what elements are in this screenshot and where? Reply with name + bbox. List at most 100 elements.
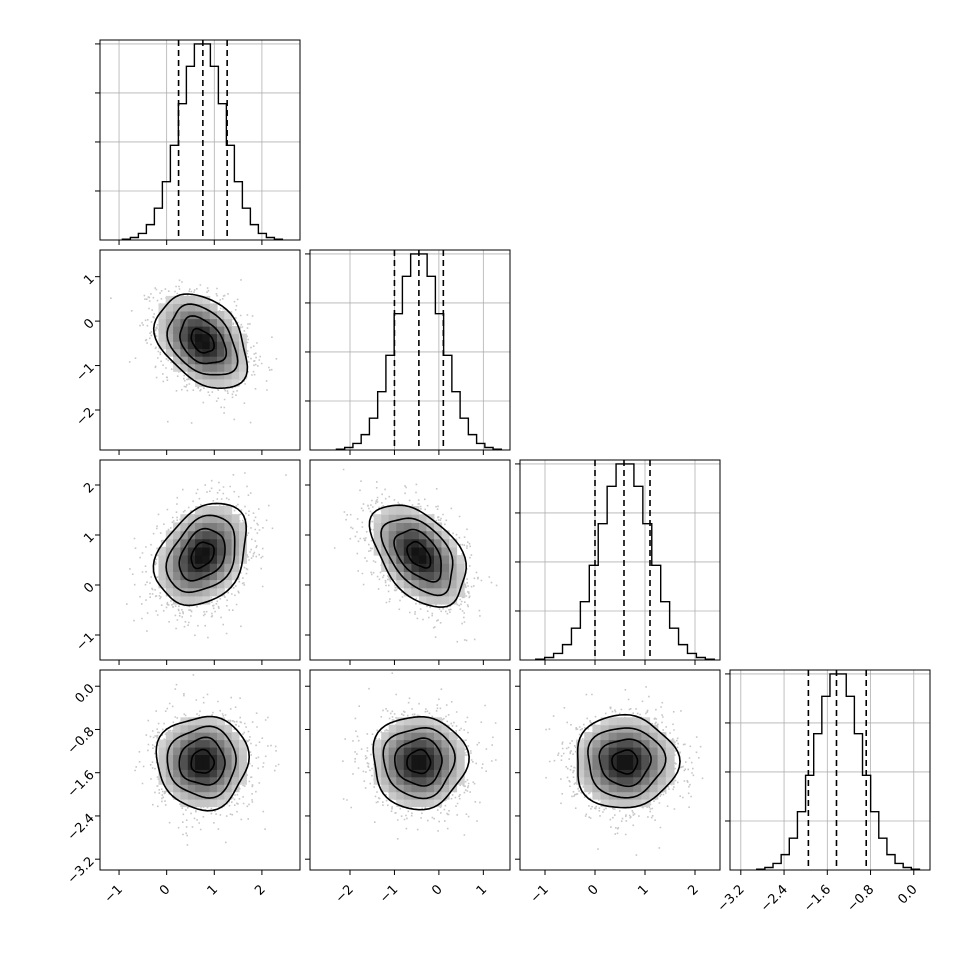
density-cell: [195, 784, 203, 793]
density-cell: [426, 769, 435, 778]
density-cell: [608, 747, 618, 755]
density-cell: [449, 776, 458, 785]
density-cell: [209, 522, 218, 532]
density-cell: [195, 363, 203, 372]
x-tick-label: 1: [635, 882, 651, 898]
density-cell: [187, 784, 196, 793]
density-cell: [418, 717, 427, 726]
x-tick-label: 1: [205, 882, 221, 898]
contour-line: [190, 748, 215, 774]
density-cell: [616, 761, 626, 770]
density-cell: [209, 530, 218, 540]
density-cell: [616, 717, 626, 726]
x-tick-label: −1: [528, 882, 552, 906]
x-tick-label: −2: [333, 882, 357, 906]
density-cell: [396, 747, 405, 755]
x-tick-label: 2: [252, 882, 268, 898]
density-cell: [584, 784, 593, 793]
density-cell: [600, 724, 610, 733]
y-tick-label: −0.8: [65, 725, 98, 758]
density-cell: [158, 747, 167, 755]
density-cell: [231, 326, 240, 335]
density-cell: [649, 761, 659, 770]
y-tick-label: 0: [81, 316, 97, 332]
density-cell: [592, 769, 602, 778]
density-cell: [426, 799, 435, 808]
density-cell: [158, 754, 167, 763]
density-cell: [584, 739, 593, 748]
density-cell: [224, 784, 233, 793]
scatter-points: [134, 674, 280, 846]
density-cell: [180, 724, 189, 733]
density-cell: [418, 587, 427, 597]
density-cell: [239, 739, 247, 748]
y-tick-label: −3.2: [65, 854, 98, 887]
density-cell: [426, 563, 435, 572]
density-cell: [202, 754, 211, 763]
density-cell: [180, 326, 189, 335]
contour-line: [598, 738, 652, 788]
density-cell: [158, 571, 167, 581]
density-cell: [434, 579, 443, 589]
density-cell: [209, 739, 218, 748]
density-cell: [187, 311, 196, 320]
density-cell: [649, 747, 659, 755]
density-cell: [434, 587, 443, 597]
density-cell: [616, 791, 626, 800]
density-cell: [388, 522, 397, 532]
panel-frame: [729, 669, 931, 871]
density-cell: [616, 776, 626, 785]
density-cell: [217, 555, 225, 564]
density-cell: [217, 356, 225, 365]
x-tick-label: −1.6: [801, 882, 834, 915]
density-cell: [600, 769, 610, 778]
density-cell: [217, 754, 225, 763]
density-cell: [649, 739, 659, 748]
density-cell: [456, 761, 465, 770]
density-cell: [173, 791, 181, 800]
density-cell: [173, 530, 181, 540]
density-cell: [187, 371, 196, 380]
density-cell: [217, 341, 225, 350]
density-cell: [187, 791, 196, 800]
density-cell: [396, 571, 405, 581]
density-cell: [202, 530, 211, 540]
density-cell: [224, 348, 233, 357]
density-cell: [633, 784, 642, 793]
density-cell: [209, 563, 218, 572]
density-cell: [649, 791, 659, 800]
density-cell: [165, 754, 174, 763]
density-cell: [224, 776, 233, 785]
density-cell: [217, 724, 225, 733]
density-cell: [224, 732, 233, 741]
density-cell: [187, 356, 196, 365]
density-cell: [173, 341, 181, 350]
density-cell: [217, 791, 225, 800]
density-cell: [373, 754, 382, 763]
x-tick-label: 0: [585, 882, 601, 898]
density-cell: [202, 761, 211, 770]
density-cell: [633, 769, 642, 778]
density-cell: [202, 784, 211, 793]
density-cell: [403, 747, 412, 755]
density-cell: [665, 754, 675, 763]
density-cell: [600, 784, 610, 793]
density-cell: [180, 579, 189, 589]
density-cell: [641, 761, 651, 770]
density-cell: [165, 587, 174, 597]
density-cell: [202, 776, 211, 785]
density-cell: [633, 724, 642, 733]
density-cell: [456, 747, 465, 755]
scatter-panel-1-4: [99, 669, 301, 871]
density-cell: [217, 799, 225, 808]
density-cell: [649, 769, 659, 778]
density-cell: [641, 791, 651, 800]
density-cell: [195, 732, 203, 741]
density-cell: [209, 747, 218, 755]
density-cell: [173, 363, 181, 372]
density-cell: [388, 571, 397, 581]
density-cell: [231, 333, 240, 342]
density-cell: [165, 333, 174, 342]
density-cell: [165, 348, 174, 357]
density-cell: [426, 717, 435, 726]
